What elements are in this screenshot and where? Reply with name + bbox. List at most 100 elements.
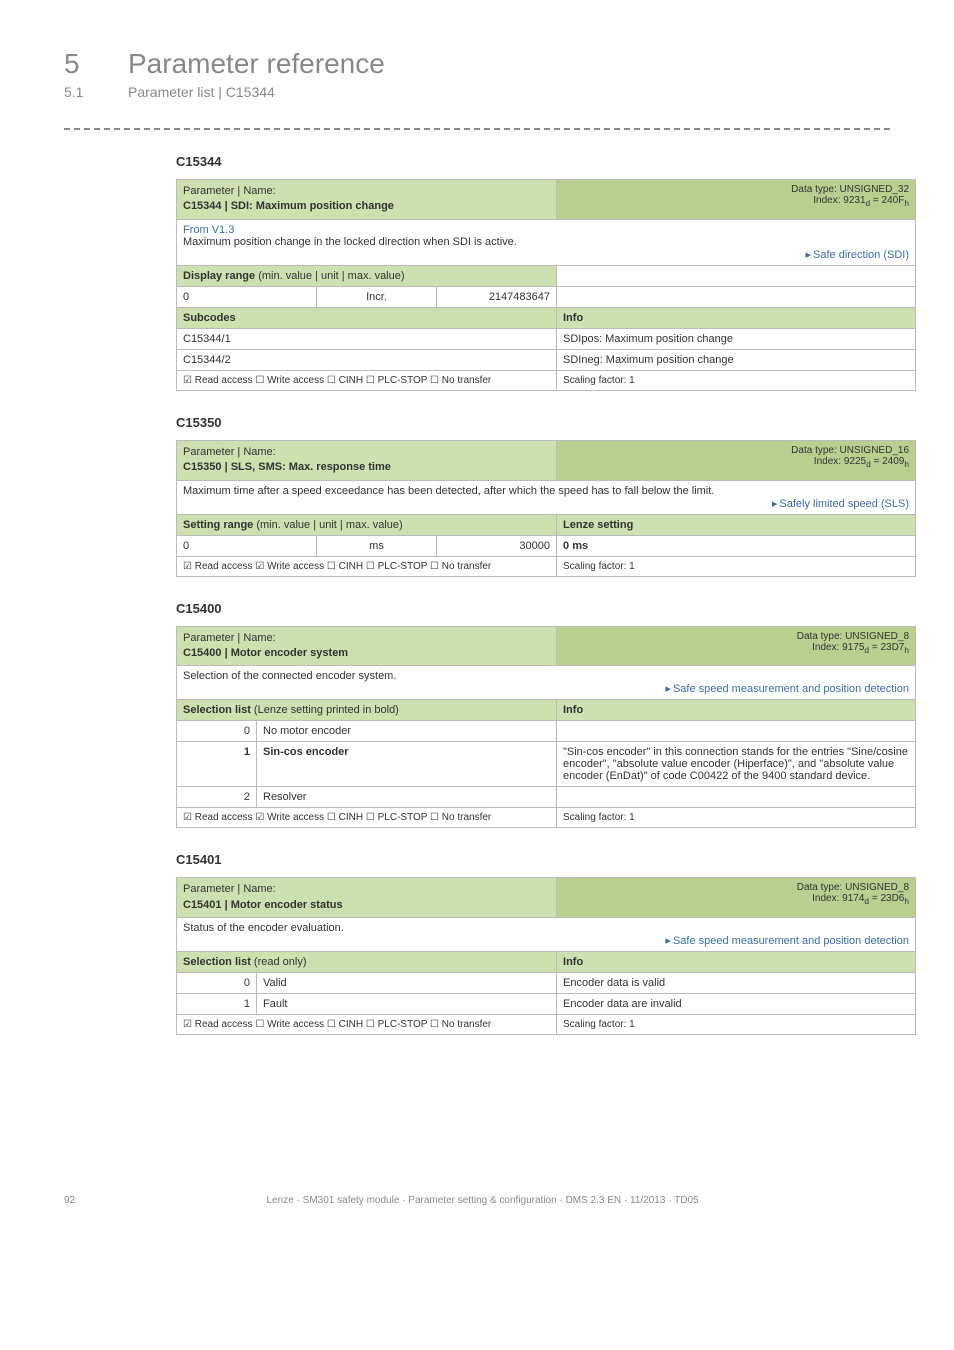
datatype-line2: Index: 9225d = 2409h <box>814 456 909 467</box>
triangle-icon: ▸ <box>805 249 811 261</box>
max-cell: 2147483647 <box>437 286 557 307</box>
sel-val: Fault <box>257 994 557 1015</box>
param-c15344: C15344 Parameter | Name: C15344 | SDI: M… <box>176 154 890 391</box>
param-name: C15344 | SDI: Maximum position change <box>183 200 394 212</box>
table-row: 0 Incr. 2147483647 <box>177 286 916 307</box>
desc-cell: Selection of the connected encoder syste… <box>177 666 916 700</box>
subcode-cell: C15344/1 <box>177 328 557 349</box>
param-c15400: C15400 Parameter | Name: C15400 | Motor … <box>176 601 890 829</box>
datatype-cell: Data type: UNSIGNED_32 Index: 9231d = 24… <box>557 180 916 220</box>
table-row: From V1.3 Maximum position change in the… <box>177 219 916 265</box>
desc-text: Selection of the connected encoder syste… <box>183 670 396 682</box>
subcodes-header: Subcodes <box>177 307 557 328</box>
access-cell: ☑ Read access ☑ Write access ☐ CINH ☐ PL… <box>177 808 557 828</box>
sel-num: 2 <box>177 787 257 808</box>
table-row: Status of the encoder evaluation. ▸Safe … <box>177 918 916 952</box>
table-row: Selection list (Lenze setting printed in… <box>177 700 916 721</box>
param-id: C15400 <box>176 601 890 616</box>
triangle-icon: ▸ <box>665 683 671 695</box>
table-row: Selection list (read only) Info <box>177 952 916 973</box>
subchapter-title: Parameter list | C15344 <box>128 84 275 100</box>
info-header: Info <box>557 307 916 328</box>
subchapter-header: 5.1 Parameter list | C15344 <box>64 84 890 100</box>
table-row: Parameter | Name: C15401 | Motor encoder… <box>177 878 916 918</box>
desc-cell: From V1.3 Maximum position change in the… <box>177 219 916 265</box>
sel-info: Encoder data is valid <box>557 973 916 994</box>
chapter-header: 5 Parameter reference <box>64 48 890 80</box>
min-cell: 0 <box>177 535 317 556</box>
sel-num: 0 <box>177 721 257 742</box>
param-label: Parameter | Name: <box>183 446 276 458</box>
datatype-cell: Data type: UNSIGNED_8 Index: 9175d = 23D… <box>557 626 916 666</box>
access-cell: ☑ Read access ☐ Write access ☐ CINH ☐ PL… <box>177 370 557 390</box>
unit-cell: Incr. <box>317 286 437 307</box>
table-row: Selection of the connected encoder syste… <box>177 666 916 700</box>
range-header: Display range (min. value | unit | max. … <box>177 265 557 286</box>
min-cell: 0 <box>177 286 317 307</box>
desc-cell: Maximum time after a speed exceedance ha… <box>177 480 916 514</box>
sel-val: Resolver <box>257 787 557 808</box>
scaling-cell: Scaling factor: 1 <box>557 556 916 576</box>
subcode-cell: C15344/2 <box>177 349 557 370</box>
name-cell: Parameter | Name: C15401 | Motor encoder… <box>177 878 557 918</box>
desc-text: Maximum time after a speed exceedance ha… <box>183 485 714 497</box>
link-row: ▸Safe speed measurement and position det… <box>183 934 909 947</box>
datatype-line2: Index: 9231d = 240Fh <box>813 195 909 206</box>
table-row: Setting range (min. value | unit | max. … <box>177 514 916 535</box>
empty-cell <box>557 286 916 307</box>
page-footer: 92 Lenze · SM301 safety module · Paramet… <box>0 1195 954 1226</box>
sel-val: Valid <box>257 973 557 994</box>
name-cell: Parameter | Name: C15344 | SDI: Maximum … <box>177 180 557 220</box>
table-row: Parameter | Name: C15344 | SDI: Maximum … <box>177 180 916 220</box>
selection-header: Selection list (Lenze setting printed in… <box>177 700 557 721</box>
sel-num: 1 <box>177 742 257 787</box>
table-row: ☑ Read access ☑ Write access ☐ CINH ☐ PL… <box>177 808 916 828</box>
link-row: ▸Safely limited speed (SLS) <box>183 497 909 510</box>
subchapter-number: 5.1 <box>64 84 104 100</box>
datatype-line2: Index: 9175d = 23D7h <box>812 642 909 653</box>
link-row: ▸Safe direction (SDI) <box>183 248 909 261</box>
scaling-cell: Scaling factor: 1 <box>557 370 916 390</box>
param-label: Parameter | Name: <box>183 185 276 197</box>
sel-info: "Sin-cos encoder" in this connection sta… <box>557 742 916 787</box>
table-row: 1 Sin-cos encoder "Sin-cos encoder" in t… <box>177 742 916 787</box>
link-safe-speed[interactable]: Safe speed measurement and position dete… <box>673 683 909 695</box>
link-row: ▸Safe speed measurement and position det… <box>183 682 909 695</box>
table-row: ☑ Read access ☑ Write access ☐ CINH ☐ PL… <box>177 556 916 576</box>
sel-info: Encoder data are invalid <box>557 994 916 1015</box>
page-number: 92 <box>64 1195 75 1206</box>
datatype-line1: Data type: UNSIGNED_16 <box>791 445 909 456</box>
max-cell: 30000 <box>437 535 557 556</box>
access-cell: ☑ Read access ☑ Write access ☐ CINH ☐ PL… <box>177 556 557 576</box>
link-safe-speed[interactable]: Safe speed measurement and position dete… <box>673 935 909 947</box>
table-row: C15344/2 SDIneg: Maximum position change <box>177 349 916 370</box>
link-sls[interactable]: Safely limited speed (SLS) <box>779 498 909 510</box>
table-c15400: Parameter | Name: C15400 | Motor encoder… <box>176 626 916 829</box>
chapter-number: 5 <box>64 48 104 80</box>
table-row: Parameter | Name: C15350 | SLS, SMS: Max… <box>177 440 916 480</box>
param-label: Parameter | Name: <box>183 632 276 644</box>
sel-info <box>557 721 916 742</box>
param-name: C15350 | SLS, SMS: Max. response time <box>183 461 391 473</box>
param-id: C15401 <box>176 852 890 867</box>
sel-num: 1 <box>177 994 257 1015</box>
info-cell: SDIneg: Maximum position change <box>557 349 916 370</box>
unit-cell: ms <box>317 535 437 556</box>
datatype-line2: Index: 9174d = 23D6h <box>812 893 909 904</box>
table-row: 0 ms 30000 0 ms <box>177 535 916 556</box>
table-row: C15344/1 SDIpos: Maximum position change <box>177 328 916 349</box>
table-row: Parameter | Name: C15400 | Motor encoder… <box>177 626 916 666</box>
lenze-value: 0 ms <box>557 535 916 556</box>
table-row: 0 No motor encoder <box>177 721 916 742</box>
selection-header: Selection list (read only) <box>177 952 557 973</box>
table-c15350: Parameter | Name: C15350 | SLS, SMS: Max… <box>176 440 916 577</box>
datatype-line1: Data type: UNSIGNED_32 <box>791 184 909 195</box>
chapter-title: Parameter reference <box>128 48 385 80</box>
table-row: Display range (min. value | unit | max. … <box>177 265 916 286</box>
sel-val: No motor encoder <box>257 721 557 742</box>
triangle-icon: ▸ <box>665 935 671 947</box>
param-c15401: C15401 Parameter | Name: C15401 | Motor … <box>176 852 890 1035</box>
scaling-cell: Scaling factor: 1 <box>557 1015 916 1035</box>
link-sdi[interactable]: Safe direction (SDI) <box>813 249 909 261</box>
table-row: 0 Valid Encoder data is valid <box>177 973 916 994</box>
